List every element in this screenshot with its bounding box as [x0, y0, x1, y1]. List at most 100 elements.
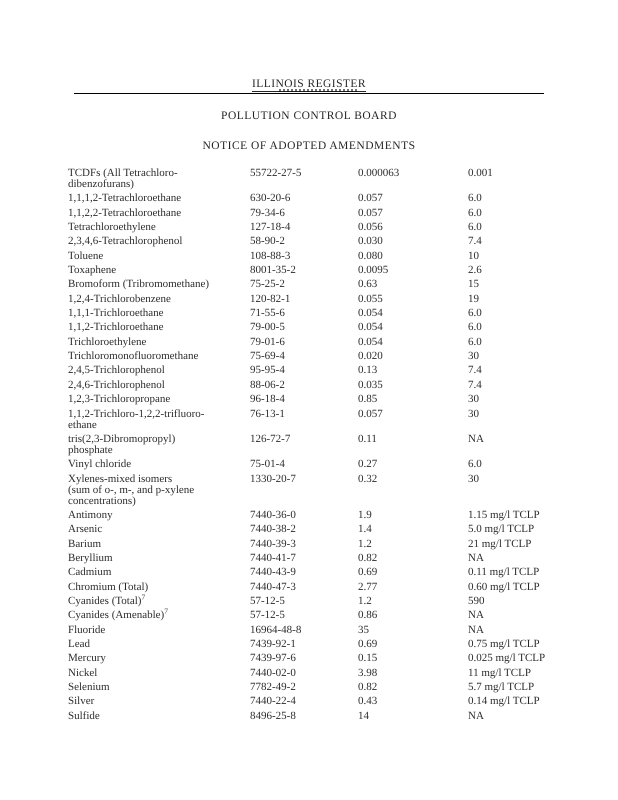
cas-number-cell: 76-13-1	[250, 407, 285, 420]
wastewater-value-cell: 2.77	[358, 580, 378, 593]
constituent-name-cell: Antimony	[68, 508, 250, 524]
constituent-name: Cadmium	[68, 566, 112, 579]
constituent-name-continuation: (sum of o-, m-, and p-xylene	[68, 483, 195, 496]
constituent-name-cell: Bromoform (Tribromomethane)	[68, 279, 250, 293]
cas-number-cell: 75-25-2	[250, 278, 285, 291]
nonwastewater-standard-cell: NA	[468, 609, 484, 622]
wastewater-value-cell: 0.030	[358, 235, 383, 248]
constituent-name: 1,2,4-Trichlorobenzene	[68, 292, 171, 305]
constituent-name: Silver	[68, 695, 95, 708]
cas-number-cell: 75-69-4	[250, 350, 285, 363]
constituent-name-cell: 2,4,6-Trichlorophenol	[68, 379, 250, 394]
nonwastewater-standard-cell: 2.6	[468, 264, 482, 277]
constituent-name-cell: Selenium	[68, 682, 250, 696]
wastewater-value-cell: 0.035	[358, 378, 383, 391]
wastewater-value-cell: 0.32	[358, 472, 378, 485]
constituent-name: Cyanides (Total)	[68, 594, 142, 607]
table-row: Tetrachloroethylene 127-18-4 0.056 6.0	[68, 221, 588, 236]
wastewater-value-cell: 1.9	[358, 508, 372, 521]
table-row: Toxaphene 8001-35-2 0.0095 2.6	[68, 264, 588, 279]
table-row: Mercury 7439-97-6 0.15 0.025 mg/l TCLP	[68, 653, 588, 667]
constituent-name-cell: 2,3,4,6-Tetrachlorophenol	[68, 236, 250, 250]
cas-number-cell: 126-72-7	[250, 432, 291, 445]
table-row: Bromoform (Tribromomethane) 75-25-2 0.63 15	[68, 279, 588, 293]
table-row: Fluoride 16964-48-8 35 NA	[68, 623, 588, 639]
nonwastewater-standard-cell: 30	[468, 407, 479, 420]
cas-number-cell: 8496-25-8	[250, 709, 296, 722]
constituent-name-cell: Beryllium	[68, 551, 250, 567]
constituent-name: Cyanides (Amenable)	[68, 609, 165, 622]
constituent-name: Selenium	[68, 681, 110, 693]
constituent-name: Chromium (Total)	[68, 580, 149, 593]
nonwastewater-standard-cell: 30	[468, 350, 479, 363]
constituent-name-cell: 1,2,3-Trichloropropane	[68, 394, 250, 408]
cas-number-cell: 88-06-2	[250, 378, 285, 391]
constituent-name: Bromoform (Tribromomethane)	[68, 278, 210, 291]
nonwastewater-standard-cell: 10	[468, 249, 479, 262]
table-row: 1,1,1,2-Tetrachloroethane 630-20-6 0.057 6.…	[68, 193, 588, 207]
constituent-name: Antimony	[68, 508, 113, 521]
nonwastewater-standard-cell: 0.75 mg/l TCLP	[468, 637, 540, 650]
constituent-name: Trichloromonofluoromethane	[68, 350, 199, 363]
wastewater-value-cell: 1.2	[358, 594, 372, 607]
table-row: TCDFs (All Tetrachloro-dibenzofurans) 557…	[68, 167, 588, 193]
table-row: tris(2,3-Dibromopropyl) phosphate 126-72-7…	[68, 432, 588, 459]
wastewater-value-cell: 14	[358, 709, 369, 722]
nonwastewater-standard-cell: 5.0 mg/l TCLP	[468, 523, 535, 536]
constituent-name-cell: Cadmium	[68, 567, 250, 581]
wastewater-value-cell: 0.080	[358, 249, 383, 262]
constituent-name-cell: Xylenes-mixed isomers (sum of o-, m-, and…	[68, 472, 250, 510]
wastewater-value-cell: 1.4	[358, 523, 372, 536]
notice-heading: NOTICE OF ADOPTED AMENDMENTS	[202, 140, 416, 152]
constituent-name: Xylenes-mixed isomers	[68, 472, 173, 485]
nonwastewater-standard-cell: 30	[468, 472, 479, 485]
constituent-name-cell: 1,1,2-Trichloroethane	[68, 322, 250, 336]
wastewater-value-cell: 0.69	[358, 637, 378, 650]
table-row: Selenium 7782-49-2 0.82 5.7 mg/l TCLP	[68, 681, 588, 696]
nonwastewater-standard-cell: 11 mg/l TCLP	[468, 666, 531, 679]
constituent-name: TCDFs (All Tetrachloro-	[68, 167, 178, 179]
table-row: Sulfide 8496-25-8 14 NA	[68, 709, 588, 725]
table-row: Beryllium 7440-41-7 0.82 NA	[68, 551, 588, 567]
constituent-name: Barium	[68, 537, 101, 550]
nonwastewater-standard-cell: 6.0	[468, 321, 482, 334]
cas-number-cell: 7440-02-0	[250, 666, 296, 679]
nonwastewater-standard-cell: 7.4	[468, 235, 482, 248]
table-row: 1,1,1-Trichloroethane 71-55-6 0.054 6.0	[68, 307, 588, 322]
table-row: Trichloroethylene 79-01-6 0.054 6.0	[68, 335, 588, 351]
wastewater-value-cell: 0.054	[358, 335, 383, 348]
cas-number-cell: 7440-41-7	[250, 551, 296, 564]
nonwastewater-standard-cell: 6.0	[468, 206, 482, 219]
constituent-name-cell: TCDFs (All Tetrachloro-dibenzofurans)	[68, 168, 250, 193]
wastewater-value-cell: 0.057	[358, 192, 383, 205]
table-row: Barium 7440-39-3 1.2 21 mg/l TCLP	[68, 537, 588, 553]
cas-number-cell: 58-90-2	[250, 235, 285, 248]
nonwastewater-standard-cell: 6.0	[468, 192, 482, 205]
constituent-name: Arsenic	[68, 523, 103, 536]
nonwastewater-standard-cell: NA	[468, 432, 484, 445]
constituent-name: Fluoride	[68, 623, 106, 636]
constituent-name: Beryllium	[68, 551, 113, 564]
wastewater-value-cell: 0.43	[358, 695, 378, 708]
cas-number-cell: 1330-20-7	[250, 472, 296, 485]
cas-number-cell: 7439-92-1	[250, 637, 296, 650]
wastewater-value-cell: 0.056	[358, 221, 383, 234]
constituent-name: 2,4,5-Trichlorophenol	[68, 364, 165, 377]
cas-number-cell: 79-34-6	[250, 206, 285, 219]
table-row: Silver 7440-22-4 0.43 0.14 mg/l TCLP	[68, 696, 588, 710]
nonwastewater-standard-cell: 0.14 mg/l TCLP	[468, 695, 540, 708]
table-row: Arsenic 7440-38-2 1.4 5.0 mg/l TCLP	[68, 524, 588, 538]
nonwastewater-standard-cell: 6.0	[468, 307, 482, 320]
constituent-name: 1,1,1,2-Tetrachloroethane	[68, 192, 182, 205]
constituent-name: 2,3,4,6-Tetrachlorophenol	[68, 235, 183, 248]
wastewater-value-cell: 0.0095	[358, 264, 389, 277]
constituent-name: Sulfide	[68, 709, 100, 722]
wastewater-value-cell: 3.98	[358, 666, 378, 679]
constituent-name: 1,2,3-Trichloropropane	[68, 393, 171, 406]
wastewater-value-cell: 0.27	[358, 458, 378, 471]
wastewater-value-cell: 0.057	[358, 407, 383, 420]
nonwastewater-standard-cell: 0.001	[468, 167, 493, 179]
agency-heading: POLLUTION CONTROL BOARD	[221, 110, 397, 122]
constituent-name-cell: Barium	[68, 537, 250, 553]
